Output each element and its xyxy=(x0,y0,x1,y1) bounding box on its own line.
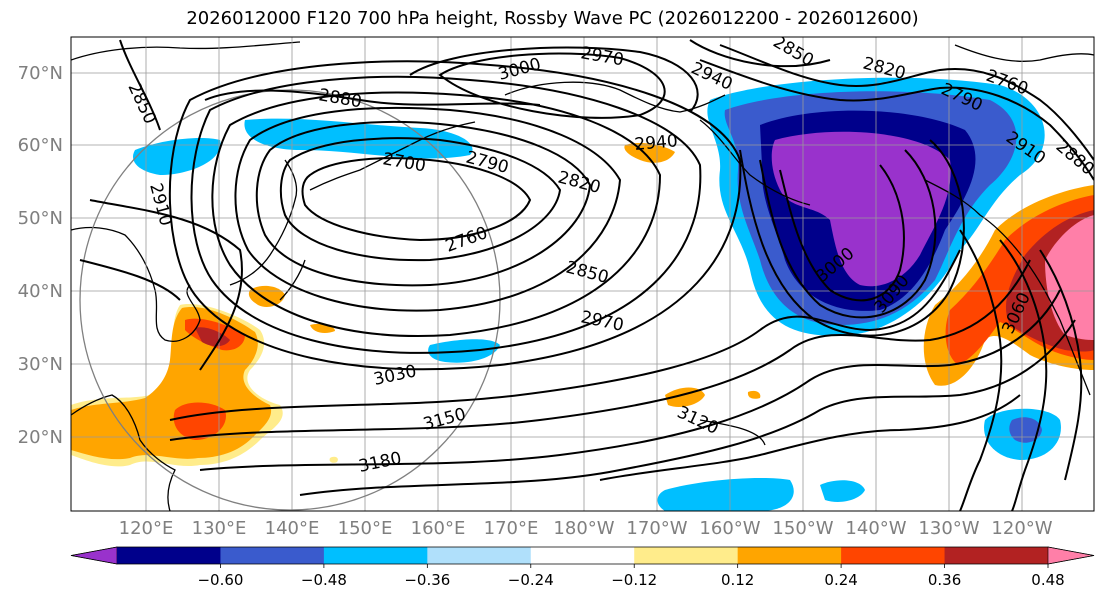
lon-label-160e: 160°E xyxy=(411,518,466,539)
colorbar-outline xyxy=(70,546,1095,565)
lat-label-50n: 50°N xyxy=(18,208,63,229)
lat-label-30n: 30°N xyxy=(18,354,63,375)
lat-label-70n: 70°N xyxy=(18,63,63,84)
map-title: 2026012000 F120 700 hPa height, Rossby W… xyxy=(186,8,919,29)
lon-label-150e: 150°E xyxy=(338,518,393,539)
colorbar-extend-max xyxy=(1047,546,1095,565)
colorbar-swatch xyxy=(634,547,739,564)
lon-label-170e: 170°E xyxy=(484,518,539,539)
colorbar-swatch xyxy=(841,547,946,564)
lat-label-20n: 20°N xyxy=(18,427,63,448)
lon-label-140e: 140°E xyxy=(265,518,320,539)
colorbar-tick-label: 0.12 xyxy=(721,571,754,589)
colorbar-tick-label: −0.24 xyxy=(508,571,554,589)
colorbar-tick-label: −0.48 xyxy=(301,571,347,589)
lon-label-130e: 130°E xyxy=(192,518,247,539)
latitude-labels: 70°N 60°N 50°N 40°N 30°N 20°N xyxy=(18,63,63,448)
colorbar-swatch xyxy=(220,547,325,564)
negative-anomaly-fill xyxy=(132,77,1061,511)
colorbar-tick-label: 0.24 xyxy=(824,571,857,589)
colorbar-swatch xyxy=(323,547,428,564)
lon-label-150w: 150°W xyxy=(772,518,833,539)
colorbar-swatch xyxy=(737,547,842,564)
positive-anomaly-fill xyxy=(71,142,1094,467)
lon-label-130w: 130°W xyxy=(918,518,979,539)
height-contours xyxy=(79,39,1094,511)
colorbar-extend-min xyxy=(70,546,118,565)
colorbar-tick-label: −0.12 xyxy=(611,571,657,589)
lat-label-60n: 60°N xyxy=(18,135,63,156)
lon-label-140w: 140°W xyxy=(845,518,906,539)
colorbar: −0.60 −0.48 −0.36 −0.24 −0.12 0.12 0.24 0.36 0.4… xyxy=(70,546,1095,589)
lat-label-40n: 40°N xyxy=(18,281,63,302)
map-area: 2850 2880 3000 2970 2940 2850 2820 2760 … xyxy=(71,37,1094,511)
colorbar-tick-label: −0.60 xyxy=(197,571,243,589)
lon-label-120w: 120°W xyxy=(991,518,1052,539)
map-frame xyxy=(70,36,1095,512)
lon-label-180w: 180°W xyxy=(553,518,614,539)
colorbar-swatch xyxy=(117,547,221,564)
contour-label-2940-alaska: 2940 xyxy=(634,131,679,155)
longitude-labels: 120°E 130°E 140°E 150°E 160°E 170°E 180°… xyxy=(119,518,1053,539)
lon-label-120e: 120°E xyxy=(119,518,174,539)
colorbar-swatch xyxy=(530,547,635,564)
colorbar-swatch xyxy=(944,547,1049,564)
coastlines xyxy=(71,41,1094,511)
lon-label-160w: 160°W xyxy=(699,518,760,539)
colorbar-tick-label: 0.48 xyxy=(1031,571,1064,589)
lon-label-170w: 170°W xyxy=(626,518,687,539)
colorbar-swatch xyxy=(427,547,532,564)
colorbar-tick-label: 0.36 xyxy=(928,571,961,589)
colorbar-tick-label: −0.36 xyxy=(404,571,450,589)
